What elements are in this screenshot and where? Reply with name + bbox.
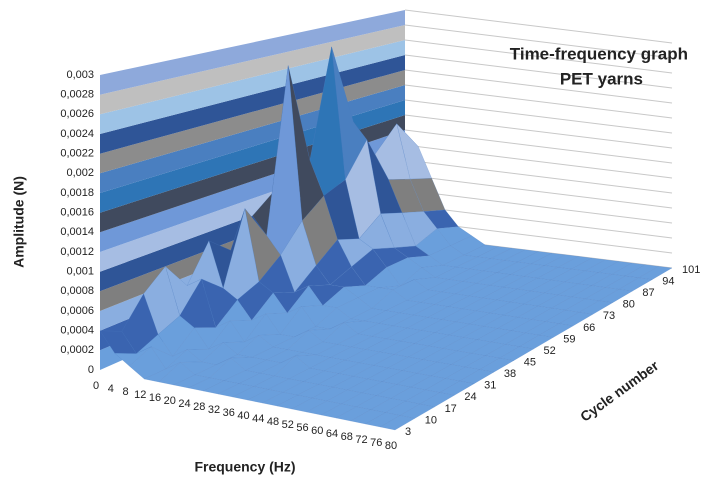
- x-tick-label: 60: [311, 425, 323, 437]
- grid-line: [404, 174, 673, 209]
- x-tick-label: 12: [134, 389, 146, 401]
- depth-tick-label: 17: [445, 403, 457, 415]
- grid-line: [404, 114, 673, 149]
- z-tick-label: 0,0022: [60, 148, 94, 160]
- z-tick-label: 0,0026: [60, 108, 94, 120]
- depth-tick-label: 80: [623, 299, 635, 311]
- x-tick-label: 68: [341, 431, 353, 443]
- depth-tick-label: 87: [642, 287, 654, 299]
- x-tick-label: 0: [93, 380, 99, 392]
- grid-line: [404, 144, 673, 179]
- x-axis-title: Frequency (Hz): [194, 459, 295, 475]
- z-tick-label: 0,0024: [60, 128, 94, 140]
- z-axis-title: Amplitude (N): [11, 176, 27, 268]
- depth-tick-label: 24: [464, 391, 476, 403]
- z-tick-label: 0,0014: [60, 226, 94, 238]
- x-tick-label: 48: [267, 416, 279, 428]
- z-tick-label: 0,0028: [60, 89, 94, 101]
- z-tick-label: 0,003: [66, 69, 94, 81]
- z-tick-label: 0,0006: [60, 305, 94, 317]
- z-tick-label: 0,001: [66, 266, 94, 278]
- chart-subtitle: PET yarns: [560, 69, 643, 88]
- depth-tick-label: 73: [603, 310, 615, 322]
- depth-axis-title: Cycle number: [577, 357, 662, 425]
- x-tick-label: 40: [237, 410, 249, 422]
- z-tick-label: 0,0018: [60, 187, 94, 199]
- x-tick-label: 16: [149, 392, 161, 404]
- z-tick-label: 0,0016: [60, 207, 94, 219]
- depth-tick-label: 38: [504, 368, 516, 380]
- depth-tick-label: 45: [524, 356, 536, 368]
- grid-line: [404, 39, 673, 74]
- labels: 0 0,0002 0,0004 0,0006 0,0008 0,001 0,0012 0,00…: [60, 69, 700, 452]
- x-tick-label: 28: [193, 401, 205, 413]
- z-tick-label: 0,0002: [60, 344, 94, 356]
- z-tick-label: 0,002: [66, 167, 94, 179]
- grid-line: [404, 204, 673, 239]
- x-tick-label: 20: [164, 395, 176, 407]
- grid-line: [404, 84, 673, 119]
- x-tick-label: 64: [326, 428, 338, 440]
- wall-band: [100, 10, 405, 95]
- grid-line: [404, 159, 673, 194]
- x-tick-label: 4: [108, 383, 114, 395]
- grid-line: [404, 129, 673, 164]
- x-tick-label: 44: [252, 413, 264, 425]
- depth-tick-label: 52: [544, 345, 556, 357]
- surface-patch: [379, 415, 416, 431]
- grid-line: [404, 24, 673, 59]
- depth-tick-label: 10: [425, 414, 437, 426]
- depth-tick-label: 66: [583, 322, 595, 334]
- x-tick-label: 8: [122, 386, 128, 398]
- x-tick-label: 72: [355, 434, 367, 446]
- depth-tick-label: 31: [484, 380, 496, 392]
- grid-line: [404, 99, 673, 134]
- chart-title: Time-frequency graph: [510, 44, 688, 63]
- x-tick-label: 80: [385, 440, 397, 452]
- x-tick-label: 52: [282, 419, 294, 431]
- x-tick-label: 76: [370, 437, 382, 449]
- z-tick-label: 0,0012: [60, 246, 94, 258]
- z-tick-label: 0,0008: [60, 285, 94, 297]
- x-tick-label: 36: [223, 407, 235, 419]
- grid-line: [404, 69, 673, 104]
- x-tick-label: 32: [208, 404, 220, 416]
- x-tick-label: 56: [296, 422, 308, 434]
- grid-line: [404, 189, 673, 224]
- grid-line: [404, 9, 673, 44]
- x-tick-label: 24: [178, 398, 190, 410]
- depth-tick-label: 101: [682, 264, 700, 276]
- wall-band: [100, 25, 405, 115]
- z-tick-label: 0: [88, 364, 94, 376]
- surface: [99, 46, 673, 431]
- depth-tick-label: 59: [563, 333, 575, 345]
- depth-tick-label: 94: [662, 275, 674, 287]
- grid-line: [404, 54, 673, 89]
- depth-tick-label: 3: [405, 426, 411, 438]
- z-tick-label: 0,0004: [60, 325, 94, 337]
